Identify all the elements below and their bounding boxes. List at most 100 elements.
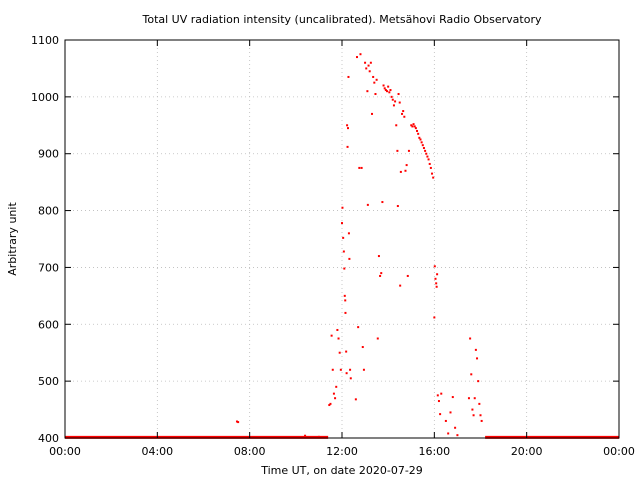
data-point xyxy=(367,64,370,67)
data-point xyxy=(356,56,359,59)
data-point xyxy=(413,125,416,128)
data-point xyxy=(480,419,483,422)
data-point xyxy=(344,311,347,314)
data-point xyxy=(414,127,417,130)
data-point xyxy=(477,380,480,383)
data-point xyxy=(381,201,384,204)
data-point xyxy=(403,115,406,118)
data-point xyxy=(366,90,369,93)
data-point xyxy=(421,144,424,147)
data-point xyxy=(478,402,481,405)
data-point xyxy=(349,368,352,371)
x-tick-label: 08:00 xyxy=(234,445,266,458)
data-point xyxy=(436,273,439,276)
x-tick-label: 16:00 xyxy=(418,445,450,458)
data-point xyxy=(390,95,393,98)
data-points xyxy=(235,53,483,438)
data-point xyxy=(345,350,348,353)
data-point xyxy=(428,162,431,165)
data-point xyxy=(426,155,429,158)
data-point xyxy=(329,402,332,405)
data-point xyxy=(317,435,320,438)
data-point xyxy=(394,100,397,103)
data-point xyxy=(449,411,452,414)
data-point xyxy=(392,104,395,107)
data-point xyxy=(384,89,387,92)
data-point xyxy=(412,123,415,126)
data-point xyxy=(439,413,442,416)
data-point xyxy=(339,368,342,371)
data-point xyxy=(347,75,350,78)
data-point xyxy=(432,176,435,179)
y-tick-label: 600 xyxy=(38,318,59,331)
x-tick-label: 04:00 xyxy=(141,445,173,458)
y-tick-label: 800 xyxy=(38,205,59,218)
data-point xyxy=(360,166,363,169)
y-tick-label: 700 xyxy=(38,261,59,274)
data-point xyxy=(380,272,383,275)
data-point xyxy=(376,337,379,340)
data-point xyxy=(335,385,338,388)
data-point xyxy=(344,299,347,302)
data-point xyxy=(341,206,344,209)
data-point xyxy=(358,166,361,169)
data-point xyxy=(346,145,349,148)
data-point xyxy=(404,169,407,172)
data-point xyxy=(357,326,360,329)
data-point xyxy=(406,274,409,277)
data-point xyxy=(419,138,422,141)
data-point xyxy=(386,90,389,93)
y-axis-ticks: 400 500 600 700 800 900 1000 1100 xyxy=(31,34,619,445)
data-point xyxy=(330,334,333,337)
data-point xyxy=(387,85,390,88)
data-point xyxy=(395,124,398,127)
data-point xyxy=(429,166,432,169)
data-point xyxy=(334,397,337,400)
data-point xyxy=(472,414,475,417)
y-tick-label: 400 xyxy=(38,432,59,445)
y-tick-label: 500 xyxy=(38,375,59,388)
data-point xyxy=(431,172,434,175)
data-point xyxy=(372,75,375,78)
data-point xyxy=(476,357,479,360)
data-point xyxy=(342,236,345,239)
data-point xyxy=(399,170,402,173)
data-point xyxy=(368,70,371,73)
data-point xyxy=(304,434,307,437)
data-point xyxy=(425,152,428,155)
data-point xyxy=(396,149,399,152)
data-point xyxy=(402,110,405,113)
data-point xyxy=(420,141,423,144)
data-point xyxy=(383,87,386,90)
x-tick-label: 00:00 xyxy=(49,445,81,458)
data-point xyxy=(348,257,351,260)
y-tick-label: 1000 xyxy=(31,91,59,104)
data-point xyxy=(422,147,425,150)
data-point xyxy=(433,316,436,319)
data-point xyxy=(341,222,343,225)
data-point xyxy=(336,328,339,331)
data-point xyxy=(364,61,367,64)
data-point xyxy=(235,420,238,423)
data-point xyxy=(345,372,348,375)
data-point xyxy=(373,81,376,84)
data-point xyxy=(444,419,447,422)
data-point xyxy=(347,127,350,130)
data-point xyxy=(435,285,438,288)
data-point xyxy=(473,397,476,400)
data-point xyxy=(371,112,374,115)
data-point xyxy=(365,67,368,70)
data-point xyxy=(332,392,335,395)
data-point xyxy=(354,398,357,401)
y-axis-label: Arbitrary unit xyxy=(6,202,19,276)
data-point xyxy=(369,61,372,64)
data-point xyxy=(471,408,474,411)
data-point xyxy=(451,396,454,399)
data-point xyxy=(479,414,482,417)
chart-title: Total UV radiation intensity (uncalibrat… xyxy=(142,13,542,26)
data-point xyxy=(434,277,437,280)
data-point xyxy=(399,284,402,287)
data-point xyxy=(362,368,365,371)
data-point xyxy=(424,149,427,152)
